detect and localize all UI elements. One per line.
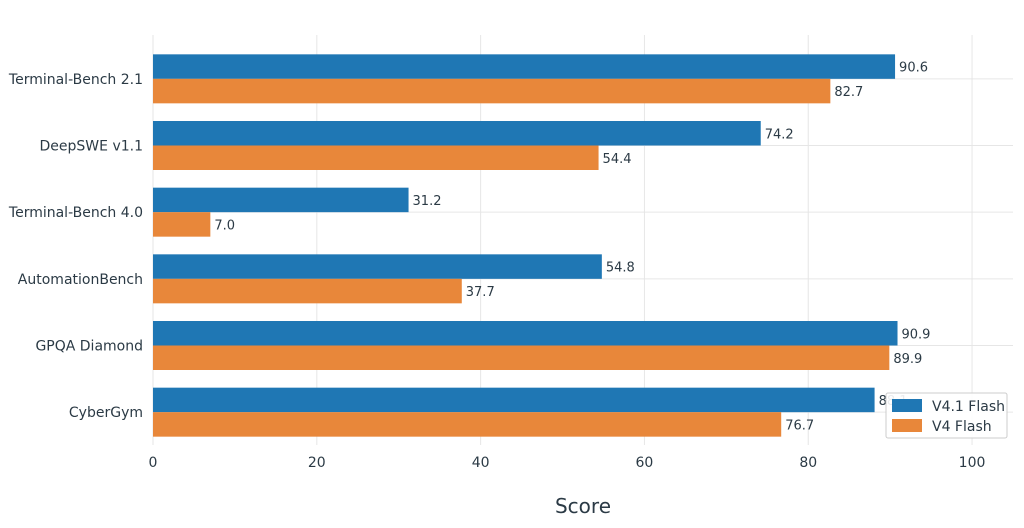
legend-label: V4.1 Flash xyxy=(932,399,1005,415)
x-tick-label: 80 xyxy=(799,455,817,471)
category-label: Terminal-Bench 2.1 xyxy=(8,72,143,88)
value-label: 54.8 xyxy=(606,261,635,276)
value-label: 74.2 xyxy=(765,127,794,142)
value-label: 76.7 xyxy=(785,418,814,433)
value-label: 82.7 xyxy=(834,85,863,100)
x-axis: 0 20 40 60 80 100 xyxy=(149,455,986,471)
legend-swatch xyxy=(892,419,922,432)
value-labels: 90.682.774.254.431.27.054.837.790.989.98… xyxy=(214,61,930,434)
x-axis-title: Score xyxy=(555,494,611,518)
category-label: AutomationBench xyxy=(18,272,143,288)
bar-series-2 xyxy=(153,212,211,237)
bar-series-1 xyxy=(153,187,409,213)
value-label: 54.4 xyxy=(603,152,632,167)
x-tick-label: 100 xyxy=(959,455,986,471)
legend-label: V4 Flash xyxy=(932,419,992,435)
bar-series-2 xyxy=(153,345,890,370)
category-label: CyberGym xyxy=(69,405,143,421)
bars xyxy=(153,54,898,437)
bar-series-2 xyxy=(153,278,462,304)
value-label: 89.9 xyxy=(893,352,922,367)
bar-series-1 xyxy=(153,387,875,413)
bar-series-2 xyxy=(153,412,782,437)
bar-series-2 xyxy=(153,78,831,104)
bar-series-1 xyxy=(153,121,761,146)
x-tick-label: 40 xyxy=(472,455,490,471)
bar-series-1 xyxy=(153,54,896,79)
x-tick-label: 0 xyxy=(149,455,158,471)
legend: V4.1 Flash V4 Flash xyxy=(885,392,1008,439)
value-label: 90.9 xyxy=(902,327,931,342)
x-tick-label: 60 xyxy=(636,455,654,471)
value-label: 7.0 xyxy=(214,218,235,233)
value-label: 31.2 xyxy=(413,194,442,209)
value-label: 37.7 xyxy=(466,285,495,300)
bar-series-2 xyxy=(153,145,599,170)
value-label: 90.6 xyxy=(899,61,928,76)
bar-series-1 xyxy=(153,321,898,346)
bar-series-1 xyxy=(153,254,602,279)
x-tick-label: 20 xyxy=(308,455,326,471)
y-axis: Terminal-Bench 2.1 DeepSWE v1.1 Terminal-B… xyxy=(8,72,143,421)
category-label: GPQA Diamond xyxy=(35,339,143,355)
category-label: Terminal-Bench 4.0 xyxy=(8,205,143,221)
legend-swatch xyxy=(892,399,922,412)
category-label: DeepSWE v1.1 xyxy=(40,139,143,155)
